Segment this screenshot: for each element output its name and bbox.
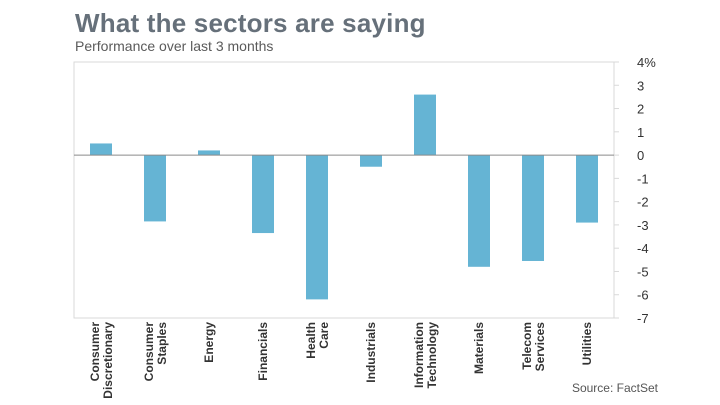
bar-2 xyxy=(198,150,220,156)
bar-5 xyxy=(360,155,382,167)
x-axis: ConsumerDiscretionary ConsumerStaples Ener… xyxy=(88,322,594,399)
bars-group xyxy=(90,94,598,300)
category-label-7: Materials xyxy=(472,322,486,374)
bar-9 xyxy=(576,155,598,223)
chart-title: What the sectors are saying xyxy=(75,8,426,38)
bar-4 xyxy=(306,155,328,300)
y-tick-label-0: 4% xyxy=(637,55,656,70)
y-tick-label-10: -6 xyxy=(637,288,649,303)
bar-7 xyxy=(468,155,490,267)
y-tick-label-3: 1 xyxy=(637,125,644,140)
y-tick-label-6: -2 xyxy=(637,195,649,210)
bar-0 xyxy=(90,143,112,156)
y-tick-label-9: -5 xyxy=(637,264,649,279)
bar-1 xyxy=(144,155,166,222)
category-label-9: Utilities xyxy=(580,322,594,366)
category-label-1: ConsumerStaples xyxy=(142,322,169,382)
bar-6 xyxy=(414,94,436,156)
category-label-0: ConsumerDiscretionary xyxy=(88,322,115,399)
bar-8 xyxy=(522,155,544,261)
y-axis: 4% 3 2 1 0 -1 -2 -3 -4 -5 -6 -7 xyxy=(614,55,656,326)
category-label-2: Energy xyxy=(202,322,216,363)
chart-subtitle: Performance over last 3 months xyxy=(75,38,274,54)
bar-3 xyxy=(252,155,274,234)
y-tick-label-4: 0 xyxy=(637,148,644,163)
source-note: Source: FactSet xyxy=(571,381,658,395)
y-tick-label-2: 2 xyxy=(637,102,644,117)
category-label-4: HealthCare xyxy=(304,322,331,359)
plot-frame xyxy=(73,61,615,319)
category-label-8: TelecomServices xyxy=(520,322,547,372)
y-tick-label-8: -4 xyxy=(637,241,649,256)
category-label-5: Industrials xyxy=(364,322,378,383)
y-tick-label-1: 3 xyxy=(637,78,644,93)
y-tick-label-11: -7 xyxy=(637,311,649,326)
y-tick-label-7: -3 xyxy=(637,218,649,233)
category-label-6: InformationTechnology xyxy=(412,322,439,389)
y-tick-label-5: -1 xyxy=(637,171,649,186)
category-label-3: Financials xyxy=(256,322,270,381)
